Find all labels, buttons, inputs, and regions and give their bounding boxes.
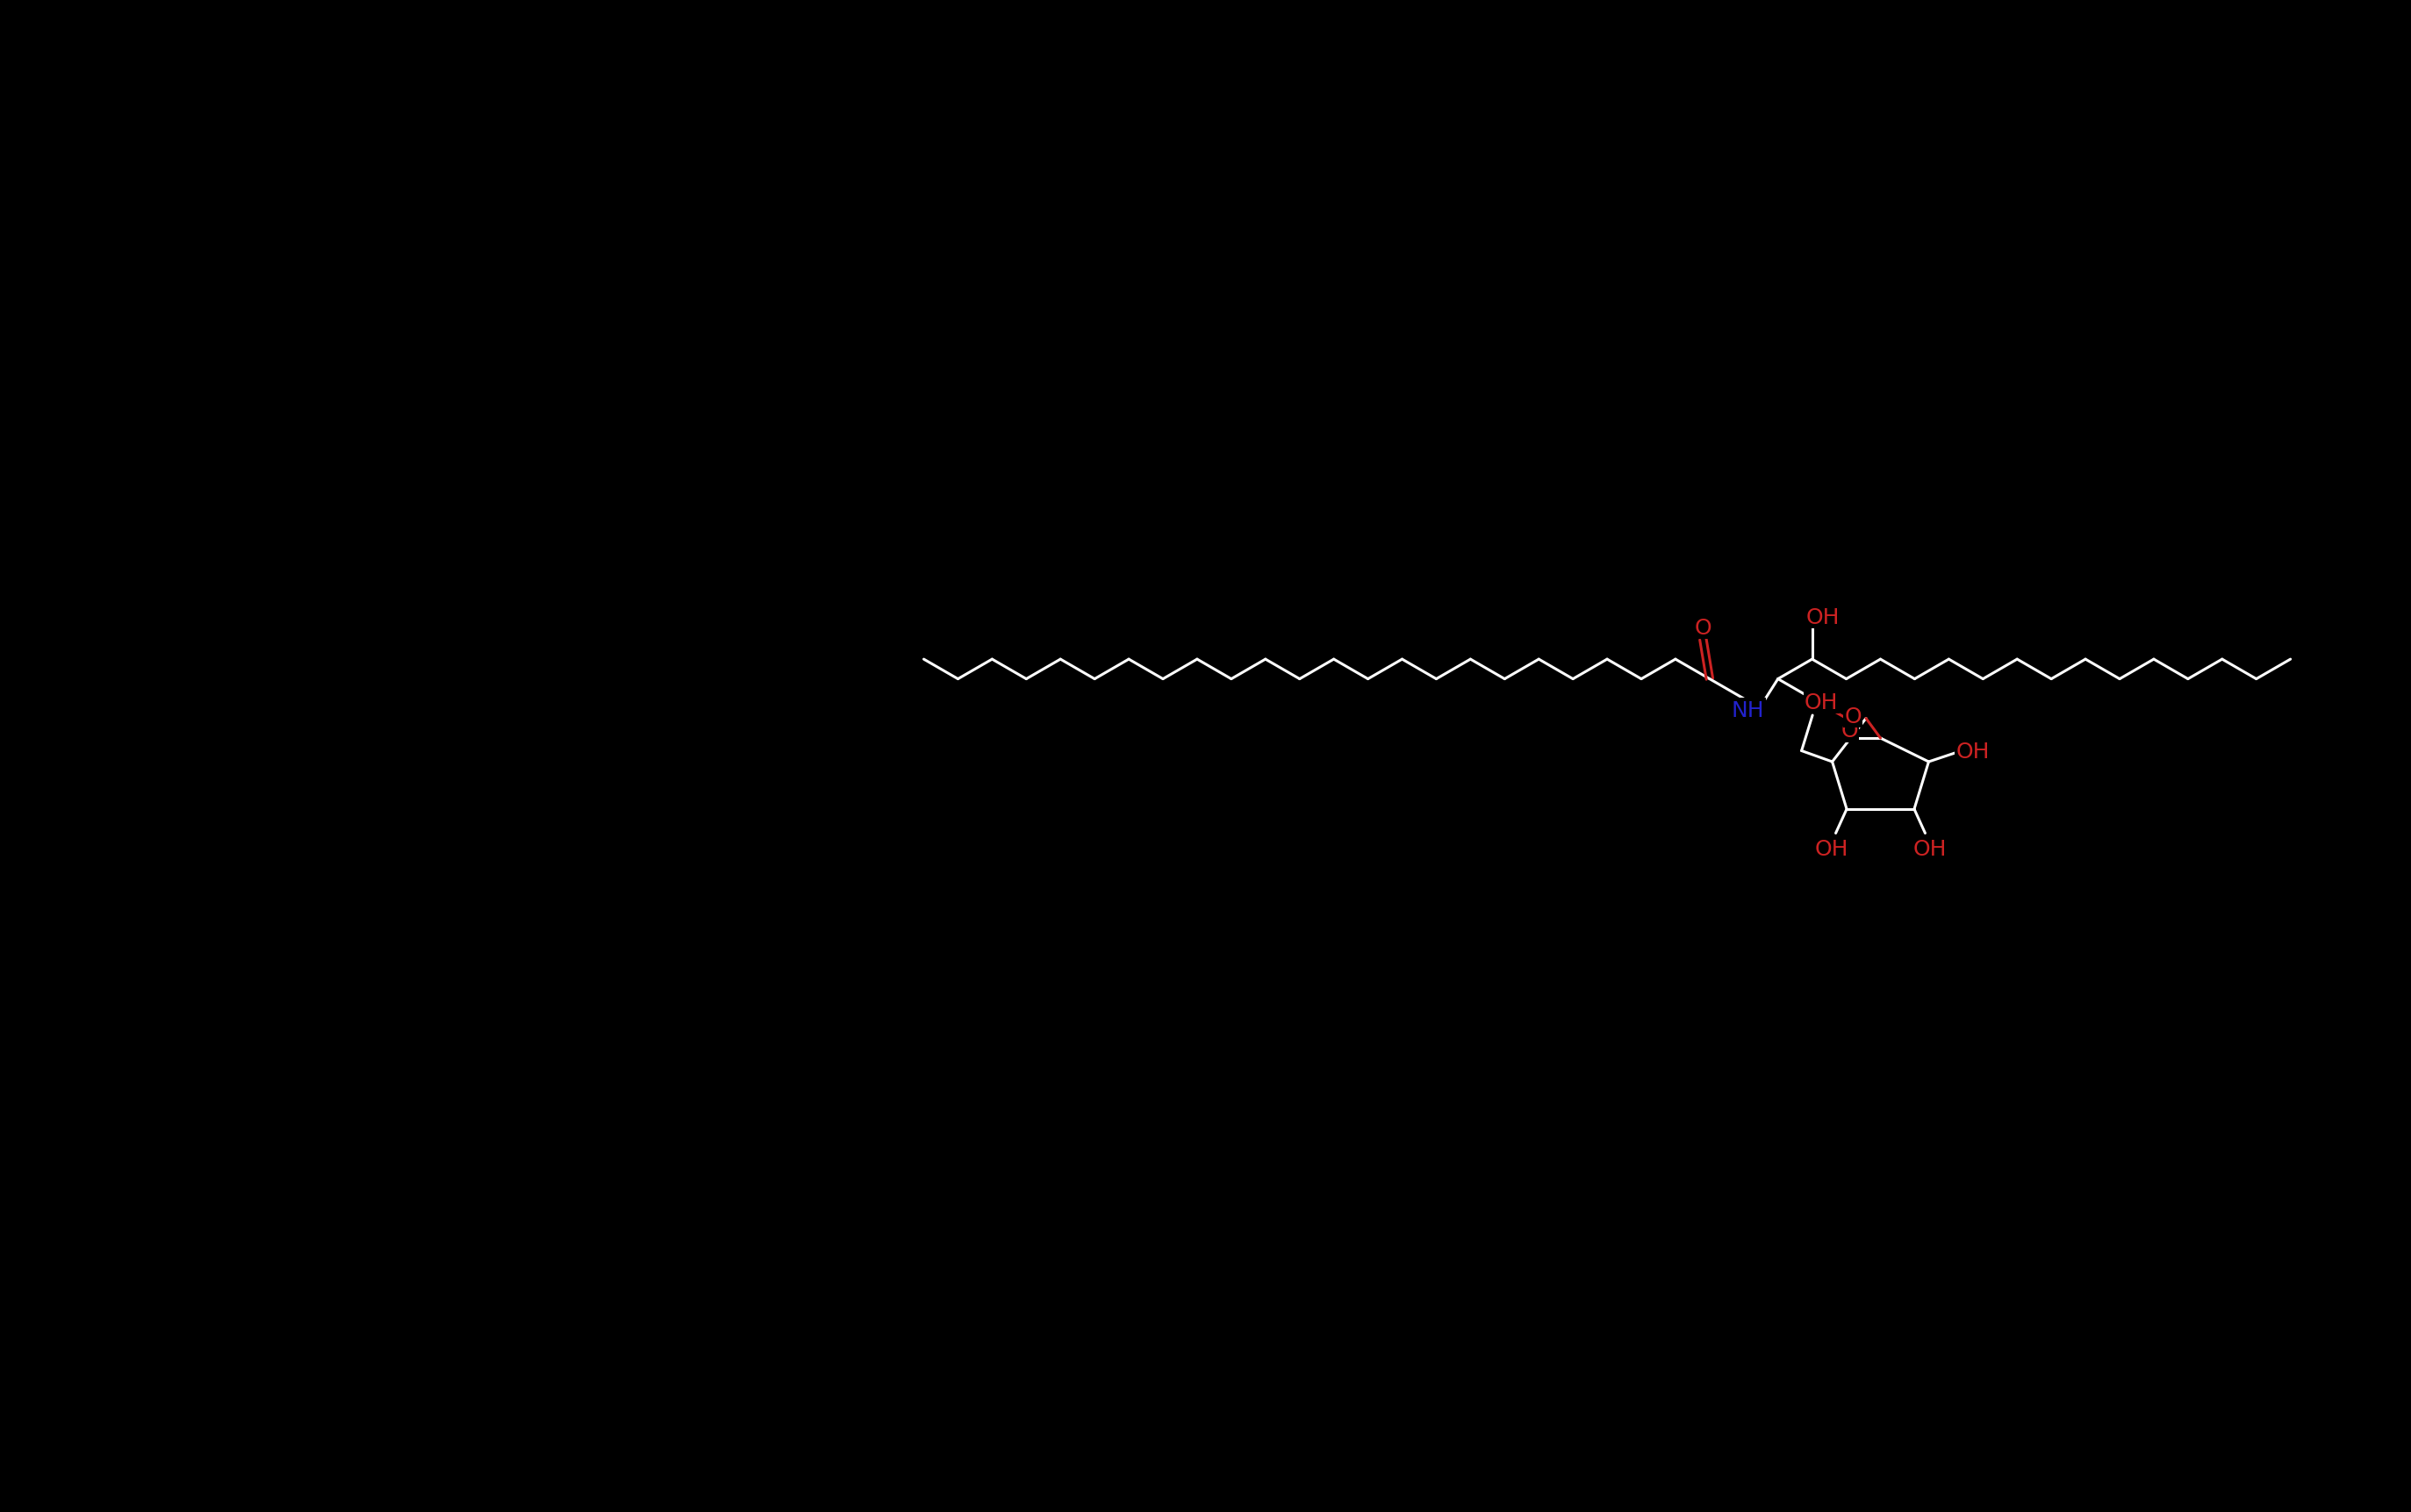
Text: OH: OH (1912, 838, 1946, 859)
Text: O: O (1842, 720, 1859, 741)
Text: O: O (1844, 706, 1861, 727)
Text: OH: OH (1806, 606, 1840, 627)
Text: O: O (1695, 617, 1712, 638)
Text: NH: NH (1731, 700, 1765, 721)
Text: OH: OH (1955, 741, 1989, 762)
Text: OH: OH (1803, 692, 1837, 714)
Text: OH: OH (1815, 838, 1849, 859)
